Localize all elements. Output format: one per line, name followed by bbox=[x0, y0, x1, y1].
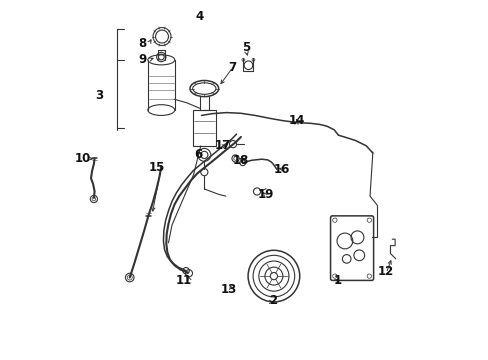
Text: 2: 2 bbox=[268, 294, 277, 307]
Text: 9: 9 bbox=[138, 53, 146, 66]
Text: 11: 11 bbox=[175, 274, 191, 287]
Text: 6: 6 bbox=[193, 148, 202, 161]
Circle shape bbox=[247, 250, 299, 302]
Text: 8: 8 bbox=[138, 37, 146, 50]
Text: 16: 16 bbox=[273, 163, 290, 176]
Ellipse shape bbox=[147, 105, 174, 116]
Text: 3: 3 bbox=[95, 89, 103, 102]
Text: 15: 15 bbox=[148, 161, 164, 174]
Text: 10: 10 bbox=[75, 152, 91, 165]
Text: 18: 18 bbox=[232, 154, 248, 167]
Text: 19: 19 bbox=[257, 188, 274, 201]
Text: 4: 4 bbox=[195, 10, 203, 23]
Text: 12: 12 bbox=[377, 265, 393, 278]
Text: 13: 13 bbox=[220, 283, 236, 296]
Text: 14: 14 bbox=[288, 114, 304, 127]
Text: 17: 17 bbox=[214, 139, 231, 152]
Text: 1: 1 bbox=[333, 274, 341, 287]
Text: 5: 5 bbox=[242, 41, 250, 54]
Text: 7: 7 bbox=[227, 60, 236, 73]
